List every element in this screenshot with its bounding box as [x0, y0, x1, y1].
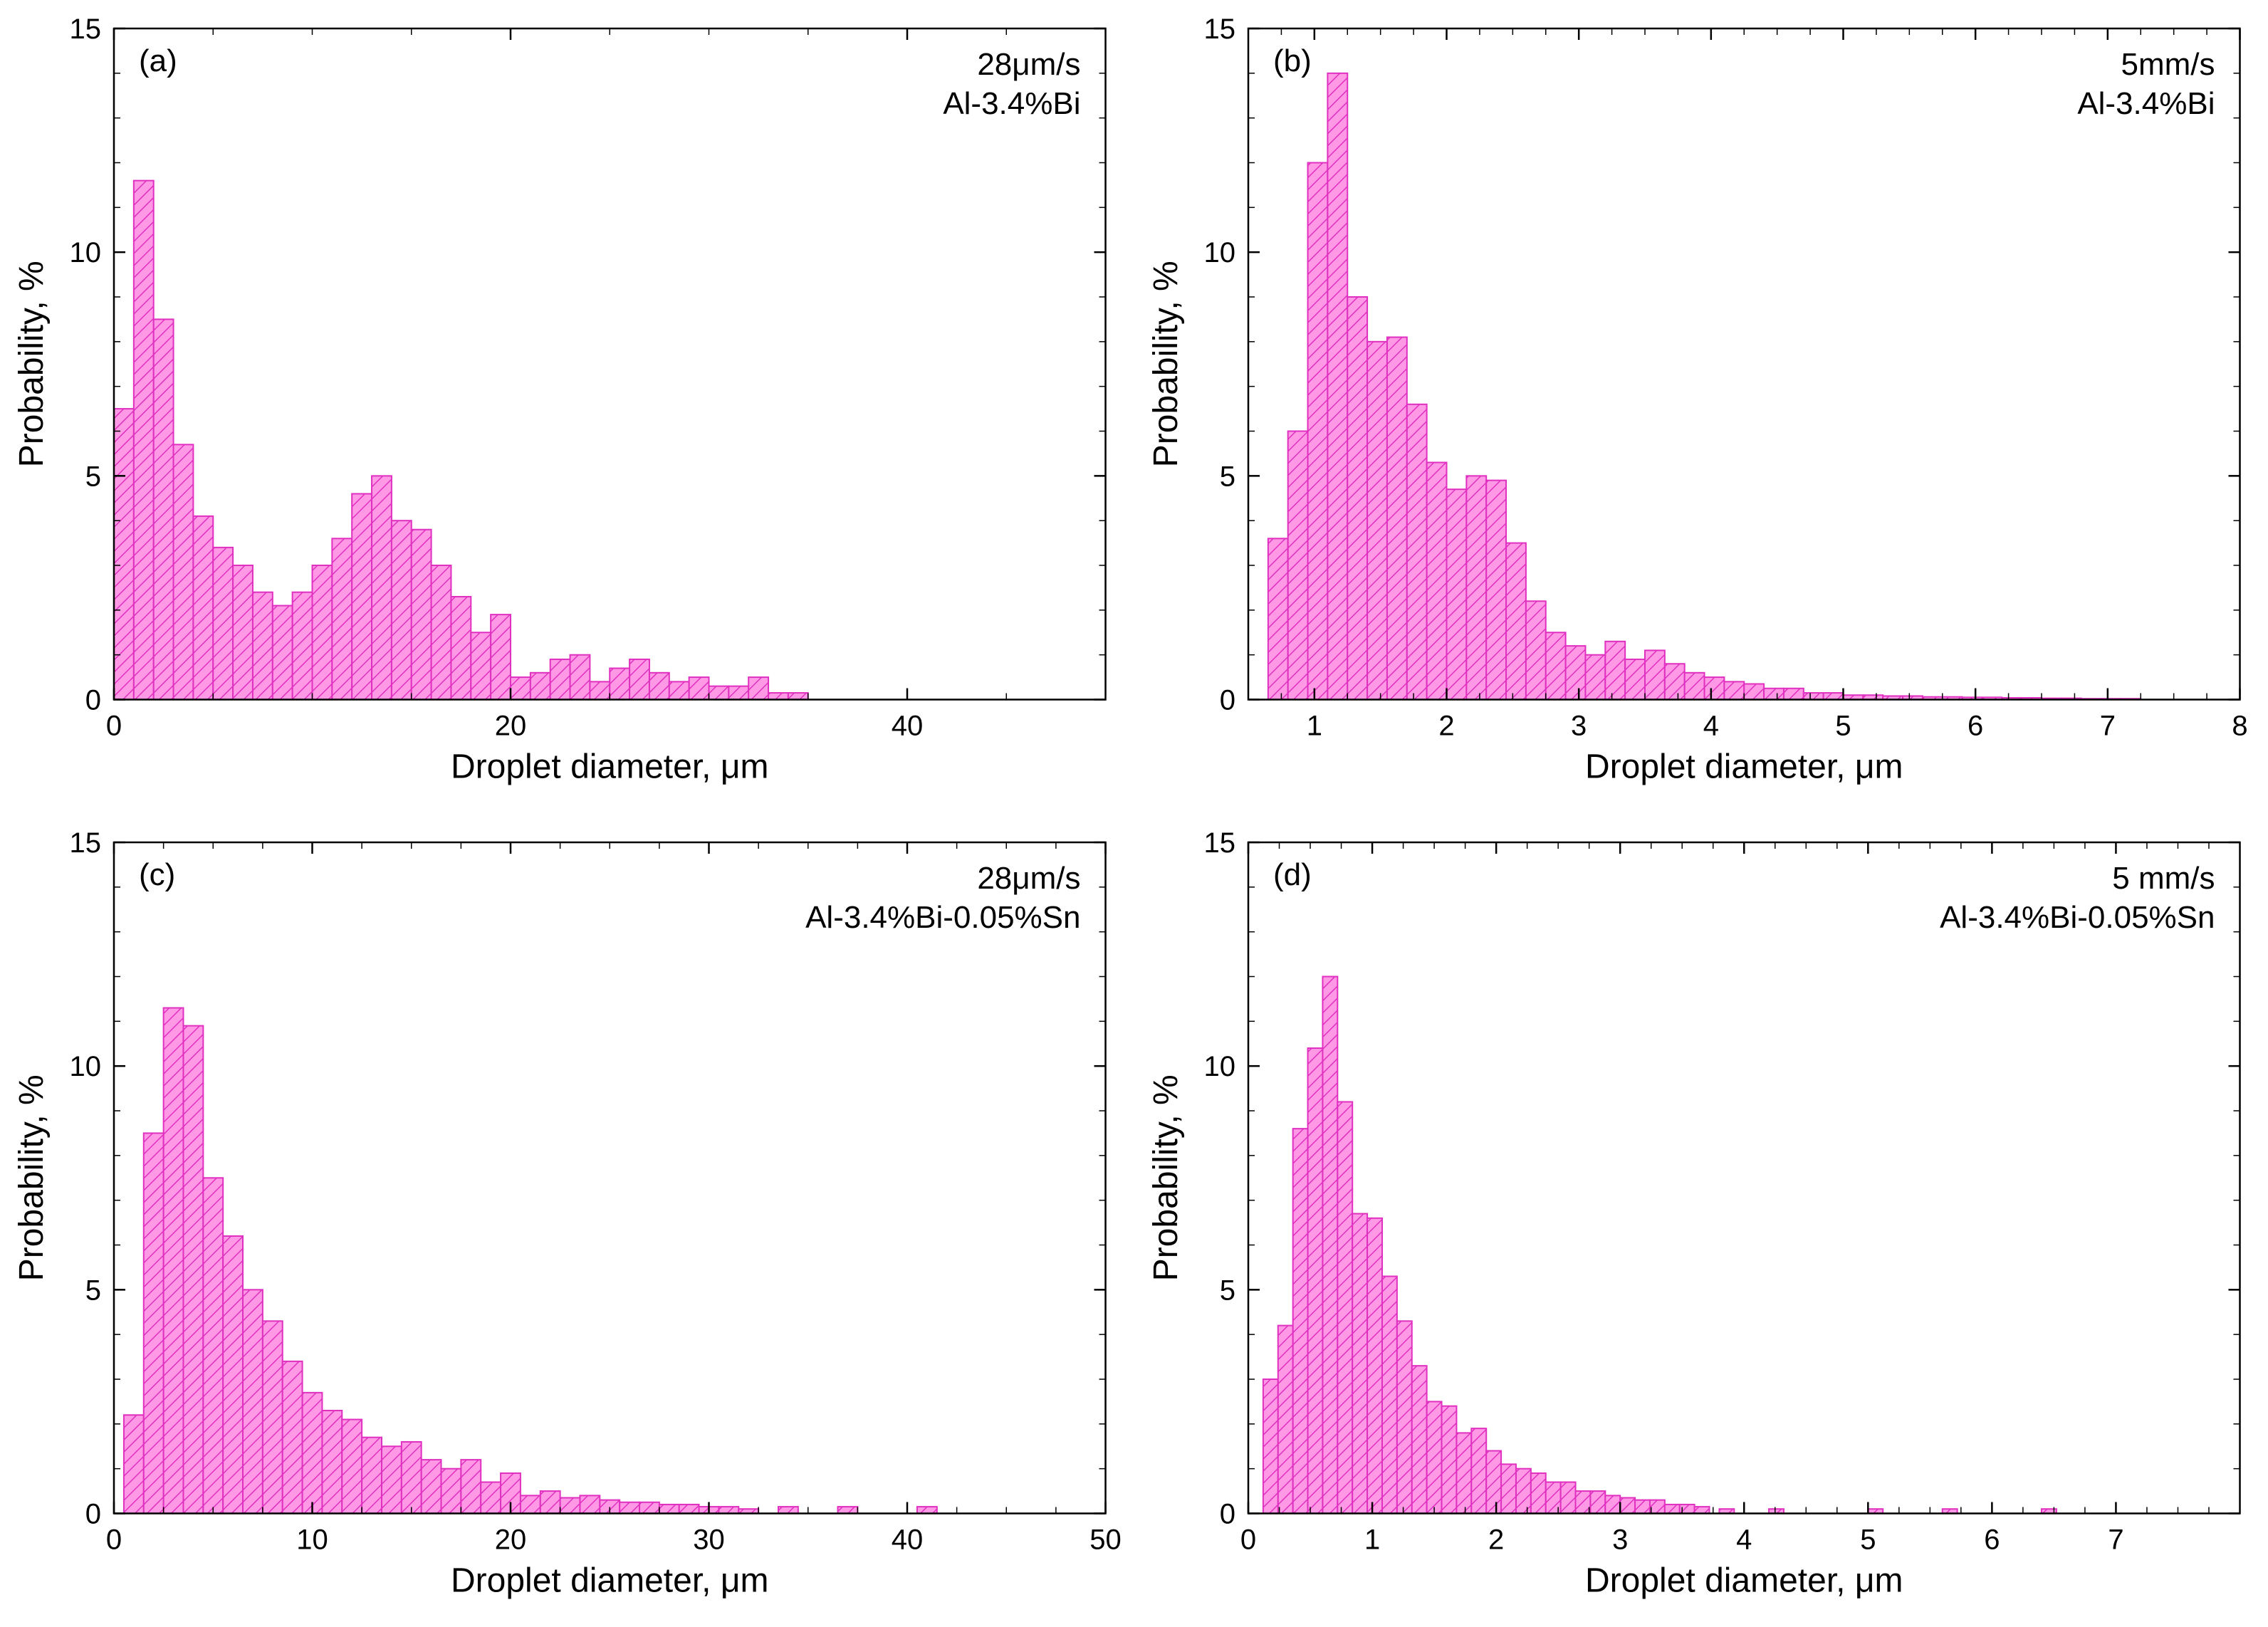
x-tick-label: 40 [892, 1524, 924, 1555]
panel-tag: (b) [1273, 43, 1312, 78]
x-tick-label: 7 [2108, 1524, 2123, 1555]
x-tick-label: 20 [495, 1524, 527, 1555]
histogram-svg: 0 20 40 0 5 10 15 Droplet diameter, μm Probabili… [0, 0, 1134, 814]
x-tick-label: 4 [1736, 1524, 1752, 1555]
y-tick-label: 0 [85, 685, 101, 716]
annotation-line-1: 5mm/s [2121, 47, 2215, 82]
panel-tag: (a) [139, 43, 177, 78]
panel-tag: (d) [1273, 857, 1312, 892]
y-tick-label: 5 [1219, 1275, 1235, 1306]
x-tick-label: 0 [106, 711, 122, 742]
x-tick-label: 50 [1089, 1524, 1122, 1555]
y-tick-label: 15 [1203, 14, 1235, 45]
x-axis-label: Droplet diameter, μm [1585, 1561, 1903, 1599]
annotation-line-2: Al-3.4%Bi-0.05%Sn [1940, 900, 2215, 935]
x-tick-label: 5 [1835, 711, 1851, 742]
x-axis-label: Droplet diameter, μm [451, 748, 768, 786]
x-tick-label: 10 [296, 1524, 328, 1555]
y-tick-label: 0 [1219, 1498, 1235, 1529]
x-tick-label: 8 [2232, 711, 2247, 742]
x-axis-label: Droplet diameter, μm [451, 1561, 768, 1599]
y-tick-label: 5 [85, 461, 101, 492]
histogram-panel-a: 0 20 40 0 5 10 15 Droplet diameter, μm Probabili… [0, 0, 1134, 814]
annotation-line-2: Al-3.4%Bi [2077, 86, 2215, 121]
x-tick-label: 7 [2099, 711, 2115, 742]
x-tick-label: 0 [106, 1524, 122, 1555]
y-tick-label: 5 [85, 1275, 101, 1306]
y-tick-label: 10 [70, 237, 102, 268]
histogram-svg: 1 2 3 4 5 6 7 8 0 5 10 15 Droplet diameter, μm Probab… [1134, 0, 2268, 814]
y-axis-label: Probability, % [1147, 1074, 1185, 1281]
y-axis-label: Probability, % [1147, 261, 1185, 467]
x-tick-label: 4 [1703, 711, 1718, 742]
annotation-line-2: Al-3.4%Bi-0.05%Sn [805, 900, 1080, 935]
y-tick-label: 10 [70, 1051, 102, 1082]
y-tick-label: 10 [1203, 1051, 1235, 1082]
x-tick-label: 6 [1967, 711, 1983, 742]
x-tick-label: 3 [1571, 711, 1587, 742]
annotation-line-1: 5 mm/s [2112, 861, 2215, 896]
annotation-line-1: 28μm/s [977, 861, 1080, 896]
chart-grid: 02040051015Droplet diameter, μmProbabili… [0, 0, 2268, 1627]
x-tick-label: 2 [1438, 711, 1454, 742]
histogram-panel-b: 1 2 3 4 5 6 7 8 0 5 10 15 Droplet diameter, μm Probab… [1134, 0, 2268, 814]
x-tick-label: 30 [693, 1524, 725, 1555]
y-axis-label: Probability, % [13, 1074, 51, 1281]
y-tick-label: 0 [85, 1498, 101, 1529]
x-tick-label: 2 [1488, 1524, 1504, 1555]
y-tick-label: 15 [70, 827, 102, 859]
panel-tag: (c) [139, 857, 175, 892]
x-tick-label: 5 [1860, 1524, 1876, 1555]
x-tick-label: 0 [1240, 1524, 1255, 1555]
y-tick-label: 0 [1219, 685, 1235, 716]
histogram-panel-d: 0 1 2 3 4 5 6 7 0 5 10 15 Droplet diameter, μm Probab… [1134, 814, 2268, 1627]
y-tick-label: 10 [1203, 237, 1235, 268]
y-tick-label: 15 [70, 14, 102, 45]
annotation-line-2: Al-3.4%Bi [943, 86, 1080, 121]
y-tick-label: 5 [1219, 461, 1235, 492]
x-tick-label: 3 [1612, 1524, 1628, 1555]
histogram-svg: 0 1 2 3 4 5 6 7 0 5 10 15 Droplet diameter, μm Probab… [1134, 814, 2268, 1627]
y-tick-label: 15 [1203, 827, 1235, 859]
x-tick-label: 1 [1364, 1524, 1379, 1555]
x-tick-label: 6 [1984, 1524, 2000, 1555]
histogram-panel-c: 0 10 20 30 40 50 0 5 10 15 Droplet diameter, μm Pro… [0, 814, 1134, 1627]
x-tick-label: 1 [1306, 711, 1322, 742]
x-tick-label: 20 [495, 711, 527, 742]
histogram-svg: 0 10 20 30 40 50 0 5 10 15 Droplet diameter, μm Pro… [0, 814, 1134, 1627]
x-axis-label: Droplet diameter, μm [1585, 748, 1903, 786]
x-tick-label: 40 [892, 711, 924, 742]
annotation-line-1: 28μm/s [977, 47, 1080, 82]
y-axis-label: Probability, % [13, 261, 51, 467]
